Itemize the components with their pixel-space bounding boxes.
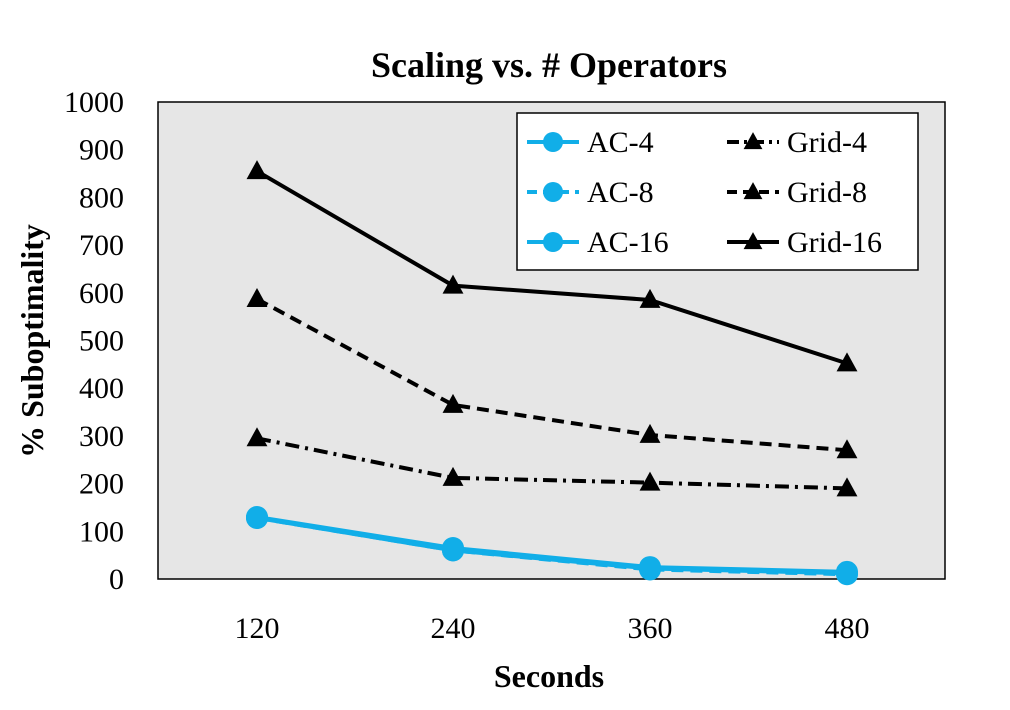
chart-title: Scaling vs. # Operators (371, 45, 727, 85)
data-point-ac-16 (639, 557, 661, 580)
data-point-grid-16 (836, 352, 858, 372)
legend-item-ac-16: AC-16 (527, 226, 669, 259)
legend-item-grid-8: Grid-8 (727, 176, 867, 209)
legend: AC-4 AC-8 AC-16 Grid-4 Grid-8 Grid-16 (516, 112, 919, 271)
legend-item-grid-4: Grid-4 (727, 126, 867, 159)
data-point-ac-16 (246, 506, 268, 529)
y-tick-label: 100 (79, 515, 124, 548)
legend-marker-circle-icon (543, 132, 563, 152)
y-tick-label: 900 (79, 134, 124, 167)
y-tick-label: 400 (79, 372, 124, 405)
y-tick-label: 500 (79, 325, 124, 358)
series-group (246, 160, 858, 586)
legend-marker-triangle-icon (743, 182, 763, 200)
legend-item-ac-8: AC-8 (527, 176, 654, 209)
data-point-grid-4 (836, 477, 858, 497)
legend-label: AC-4 (587, 126, 654, 159)
legend-label: AC-16 (587, 226, 669, 259)
y-tick-label: 1000 (64, 86, 124, 119)
legend-marker-circle-icon (543, 232, 563, 252)
y-tick-label: 0 (109, 563, 124, 596)
data-point-grid-16 (442, 274, 464, 294)
y-tick-label: 700 (79, 229, 124, 262)
data-point-grid-16 (639, 288, 661, 308)
data-point-grid-16 (246, 160, 268, 180)
legend-label: Grid-16 (787, 226, 882, 259)
x-axis-title: Seconds (494, 658, 604, 694)
x-tick-label: 360 (628, 612, 673, 645)
data-point-grid-8 (442, 393, 464, 413)
y-axis-title: % Suboptimality (14, 224, 50, 458)
series-grid-16 (246, 160, 858, 372)
data-point-grid-4 (442, 466, 464, 486)
legend-label: Grid-8 (787, 176, 867, 209)
series-grid-4 (246, 427, 858, 497)
x-tick-label: 240 (431, 612, 476, 645)
y-tick-label: 200 (79, 468, 124, 501)
legend-item-ac-4: AC-4 (527, 126, 654, 159)
y-tick-label: 600 (79, 277, 124, 310)
series-line-grid-8 (256, 297, 848, 453)
x-tick-label: 120 (235, 612, 280, 645)
data-point-grid-8 (639, 423, 661, 443)
data-point-ac-16 (442, 539, 464, 562)
legend-item-grid-16: Grid-16 (727, 226, 882, 259)
y-tick-label: 800 (79, 181, 124, 214)
legend-box (516, 112, 919, 271)
series-grid-8 (246, 287, 858, 459)
data-point-ac-16 (836, 562, 858, 585)
legend-label: AC-8 (587, 176, 654, 209)
series-line-ac-16 (256, 515, 848, 576)
legend-marker-triangle-icon (743, 132, 763, 150)
data-point-grid-4 (639, 471, 661, 491)
data-point-grid-4 (246, 427, 268, 447)
legend-marker-triangle-icon (743, 232, 763, 250)
x-tick-label: 480 (825, 612, 870, 645)
y-tick-label: 300 (79, 420, 124, 453)
legend-label: Grid-4 (787, 126, 867, 159)
y-axis-ticks: 0 100 200 300 400 500 600 700 800 900 1000 (64, 86, 124, 596)
series-line-grid-4 (256, 436, 848, 491)
series-ac-16 (246, 506, 858, 585)
series-line-grid-16 (255, 169, 848, 366)
legend-marker-circle-icon (543, 182, 563, 202)
data-point-grid-8 (246, 287, 268, 307)
x-axis-ticks: 120 240 360 480 (235, 612, 870, 645)
data-point-grid-8 (836, 439, 858, 459)
